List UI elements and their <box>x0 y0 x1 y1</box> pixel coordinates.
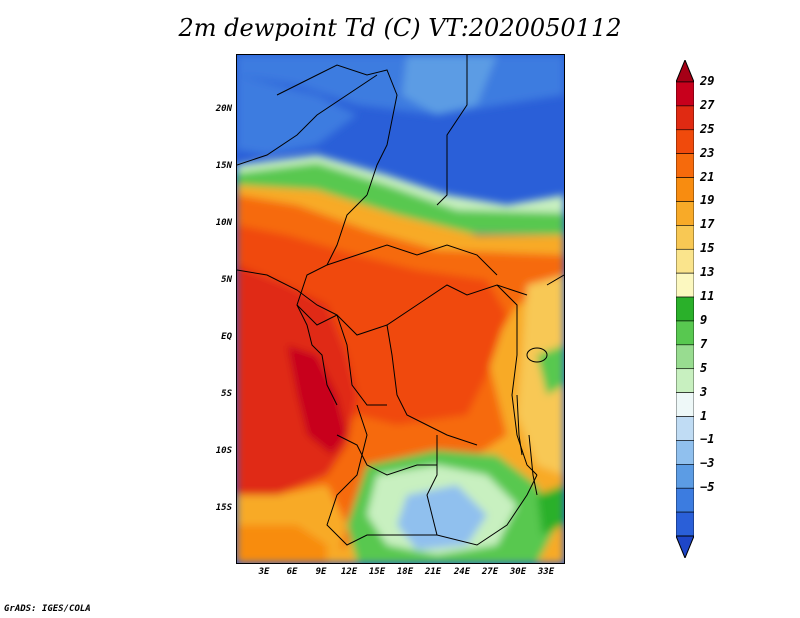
colorbar-bottom-arrow <box>675 535 695 560</box>
colorbar-swatch <box>675 416 695 441</box>
colorbar-swatch <box>675 440 695 465</box>
colorbar-label: 15 <box>700 241 715 256</box>
lon-label-21e: 21E <box>424 567 442 577</box>
lon-label-24e: 24E <box>453 567 471 577</box>
colorbar-swatch <box>675 105 695 131</box>
colorbar-label: −5 <box>700 480 715 495</box>
colorbar-label: 27 <box>700 97 715 112</box>
colorbar-swatch <box>675 344 695 370</box>
dewpoint-field <box>237 55 564 563</box>
colorbar-label: 11 <box>700 289 715 304</box>
colorbar-swatch <box>675 201 695 226</box>
colorbar-label: 19 <box>700 193 715 208</box>
colorbar-swatch <box>675 320 695 346</box>
colorbar-swatch <box>675 464 695 489</box>
colorbar-label: 23 <box>700 145 715 160</box>
map-title: 2m dewpoint Td (C) VT:2020050112 <box>178 14 622 42</box>
colorbar-label: 25 <box>700 121 715 136</box>
colorbar-svg <box>675 58 695 560</box>
colorbar-label: 1 <box>700 408 708 423</box>
colorbar-label: 29 <box>700 74 715 88</box>
colorbar-label: 17 <box>700 217 715 232</box>
lon-label-12e: 12E <box>340 567 358 577</box>
lon-label-18e: 18E <box>396 567 414 577</box>
lon-label-30e: 30E <box>509 567 527 577</box>
colorbar-swatch <box>675 511 695 537</box>
lat-label-15n: 15N <box>215 161 232 171</box>
colorbar-swatch <box>675 248 695 274</box>
colorbar-swatch <box>675 392 695 417</box>
lon-label-15e: 15E <box>368 567 386 577</box>
colorbar-swatch <box>675 296 695 322</box>
colorbar-label: 7 <box>700 336 708 351</box>
lon-label-3e: 3E <box>258 567 270 577</box>
colorbar-label: 9 <box>700 312 708 327</box>
colorbar-swatch <box>675 272 695 298</box>
colorbar-label: 5 <box>700 360 708 375</box>
colorbar-swatch <box>675 81 695 107</box>
lat-label-20n: 20N <box>215 104 232 114</box>
colorbar-label: −3 <box>700 456 715 471</box>
colorbar <box>675 58 695 560</box>
lat-label-5s: 5S <box>221 389 232 399</box>
colorbar-label: 21 <box>700 169 715 184</box>
colorbar-label: −1 <box>700 432 715 447</box>
lon-label-6e: 6E <box>286 567 298 577</box>
colorbar-swatch <box>675 225 695 250</box>
colorbar-swatch <box>675 153 695 178</box>
dewpoint-map <box>236 54 565 564</box>
lat-label-eq: EQ <box>221 332 232 342</box>
lat-label-15s: 15S <box>215 503 232 513</box>
colorbar-swatch <box>675 487 695 513</box>
lon-label-27e: 27E <box>481 567 499 577</box>
colorbar-label: 13 <box>700 265 715 280</box>
lat-label-5n: 5N <box>221 275 232 285</box>
colorbar-top-arrow <box>675 58 695 83</box>
lat-label-10n: 10N <box>215 218 232 228</box>
colorbar-label: 3 <box>700 384 708 399</box>
colorbar-swatch <box>675 368 695 393</box>
footer-credit: GrADS: IGES/COLA <box>4 604 91 614</box>
colorbar-swatch <box>675 177 695 202</box>
lon-label-33e: 33E <box>537 567 555 577</box>
colorbar-swatch <box>675 129 695 154</box>
lon-label-9e: 9E <box>315 567 327 577</box>
lat-label-10s: 10S <box>215 446 232 456</box>
